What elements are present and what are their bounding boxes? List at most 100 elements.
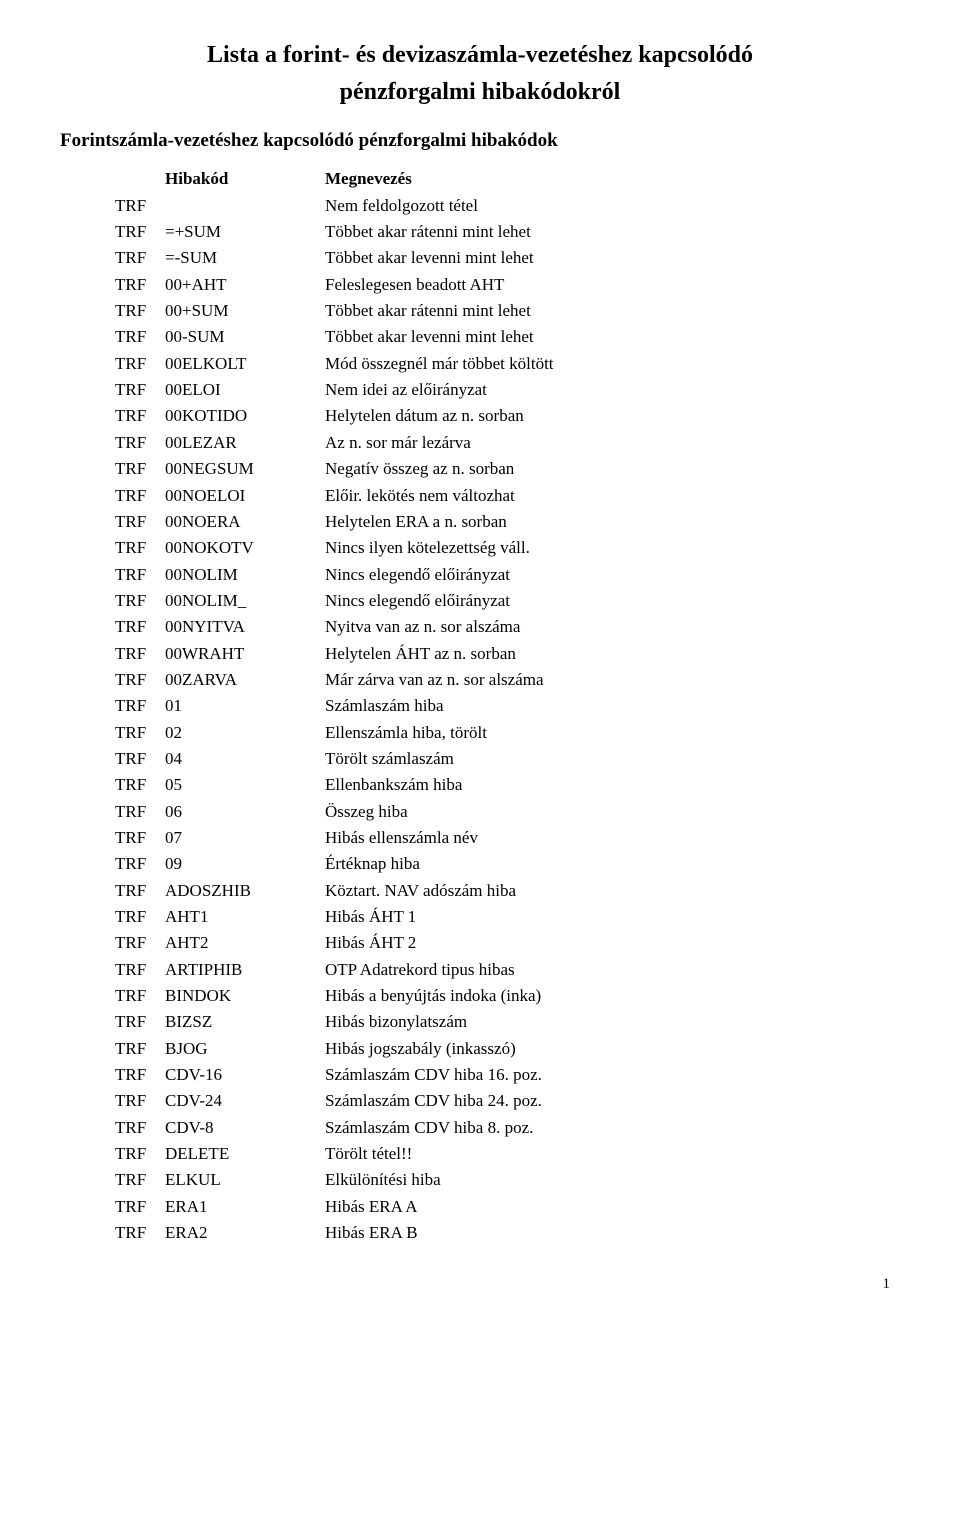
row-prefix: TRF [115,1062,165,1088]
row-code: ELKUL [165,1167,325,1193]
table-row: TRF09Értéknap hiba [115,851,900,877]
row-prefix: TRF [115,272,165,298]
table-row: TRF01Számlaszám hiba [115,693,900,719]
row-prefix: TRF [115,588,165,614]
table-row: TRFARTIPHIBOTP Adatrekord tipus hibas [115,957,900,983]
row-code: 00NEGSUM [165,456,325,482]
table-row: TRF00NYITVANyitva van az n. sor alszáma [115,614,900,640]
row-prefix: TRF [115,1036,165,1062]
row-name: Nem idei az előirányzat [325,377,900,403]
table-row: TRF00NOLIM_Nincs elegendő előirányzat [115,588,900,614]
row-name: Hibás ÁHT 2 [325,930,900,956]
row-name: Hibás jogszabály (inkasszó) [325,1036,900,1062]
row-name: Hibás bizonylatszám [325,1009,900,1035]
table-header-row: Hibakód Megnevezés [115,166,900,192]
row-prefix: TRF [115,509,165,535]
row-prefix: TRF [115,693,165,719]
row-name: Számlaszám CDV hiba 8. poz. [325,1115,900,1141]
row-prefix: TRF [115,219,165,245]
row-code: ERA1 [165,1194,325,1220]
row-code: 00WRAHT [165,641,325,667]
row-name: Hibás ERA A [325,1194,900,1220]
table-row: TRFAHT1Hibás ÁHT 1 [115,904,900,930]
table-row: TRFBIZSZHibás bizonylatszám [115,1009,900,1035]
table-row: TRF06Összeg hiba [115,799,900,825]
row-prefix: TRF [115,535,165,561]
row-name: Összeg hiba [325,799,900,825]
header-code: Hibakód [165,166,325,192]
table-row: TRFERA2Hibás ERA B [115,1220,900,1246]
row-code: 00NOLIM [165,562,325,588]
section-heading: Forintszámla-vezetéshez kapcsolódó pénzf… [60,130,900,152]
row-name: Számlaszám hiba [325,693,900,719]
row-prefix: TRF [115,377,165,403]
row-prefix: TRF [115,904,165,930]
row-name: Mód összegnél már többet költött [325,351,900,377]
table-row: TRF=-SUMTöbbet akar levenni mint lehet [115,245,900,271]
row-prefix: TRF [115,1220,165,1246]
row-code: =+SUM [165,219,325,245]
row-code: 07 [165,825,325,851]
row-code: 00NOELOI [165,483,325,509]
table-row: TRF00+SUMTöbbet akar rátenni mint lehet [115,298,900,324]
table-row: TRF00ZARVAMár zárva van az n. sor alszám… [115,667,900,693]
row-code: 05 [165,772,325,798]
row-name: Helytelen dátum az n. sorban [325,403,900,429]
table-row: TRF00WRAHTHelytelen ÁHT az n. sorban [115,641,900,667]
row-code [165,193,325,219]
row-code: ERA2 [165,1220,325,1246]
row-prefix: TRF [115,1009,165,1035]
table-row: TRF00NOERAHelytelen ERA a n. sorban [115,509,900,535]
row-prefix: TRF [115,930,165,956]
row-name: Az n. sor már lezárva [325,430,900,456]
row-code: BJOG [165,1036,325,1062]
row-name: Nincs elegendő előirányzat [325,588,900,614]
row-name: Helytelen ÁHT az n. sorban [325,641,900,667]
row-code: 02 [165,720,325,746]
row-name: Hibás ÁHT 1 [325,904,900,930]
row-name: Köztart. NAV adószám hiba [325,878,900,904]
table-row: TRFNem feldolgozott tétel [115,193,900,219]
row-name: Többet akar rátenni mint lehet [325,219,900,245]
row-name: Többet akar levenni mint lehet [325,245,900,271]
table-row: TRFADOSZHIBKöztart. NAV adószám hiba [115,878,900,904]
table-row: TRF00-SUMTöbbet akar levenni mint lehet [115,324,900,350]
row-code: BINDOK [165,983,325,1009]
row-code: DELETE [165,1141,325,1167]
row-prefix: TRF [115,1141,165,1167]
row-name: Helytelen ERA a n. sorban [325,509,900,535]
row-name: Törölt számlaszám [325,746,900,772]
table-row: TRF00ELKOLTMód összegnél már többet költ… [115,351,900,377]
row-name: Már zárva van az n. sor alszáma [325,667,900,693]
table-row: TRFCDV-24Számlaszám CDV hiba 24. poz. [115,1088,900,1114]
row-name: Ellenszámla hiba, törölt [325,720,900,746]
table-row: TRF07Hibás ellenszámla név [115,825,900,851]
row-prefix: TRF [115,878,165,904]
row-prefix: TRF [115,1194,165,1220]
row-name: Többet akar levenni mint lehet [325,324,900,350]
row-name: Hibás ellenszámla név [325,825,900,851]
table-row: TRF00NOKOTVNincs ilyen kötelezettség vál… [115,535,900,561]
document-title-line2: pénzforgalmi hibakódokról [60,77,900,108]
row-code: 00LEZAR [165,430,325,456]
row-prefix: TRF [115,641,165,667]
row-code: 09 [165,851,325,877]
row-name: Hibás a benyújtás indoka (inka) [325,983,900,1009]
table-row: TRFCDV-8Számlaszám CDV hiba 8. poz. [115,1115,900,1141]
error-code-table: Hibakód Megnevezés TRFNem feldolgozott t… [115,166,900,1246]
table-row: TRFCDV-16Számlaszám CDV hiba 16. poz. [115,1062,900,1088]
row-code: CDV-24 [165,1088,325,1114]
document-title-line1: Lista a forint- és devizaszámla-vezetésh… [60,40,900,71]
table-row: TRF00+AHTFeleslegesen beadott AHT [115,272,900,298]
row-code: 00+SUM [165,298,325,324]
row-prefix: TRF [115,825,165,851]
row-name: Nincs ilyen kötelezettség váll. [325,535,900,561]
row-code: 00KOTIDO [165,403,325,429]
row-name: Számlaszám CDV hiba 16. poz. [325,1062,900,1088]
row-prefix: TRF [115,1115,165,1141]
row-prefix: TRF [115,1167,165,1193]
row-prefix: TRF [115,720,165,746]
table-row: TRFELKULElkülönítési hiba [115,1167,900,1193]
row-code: AHT2 [165,930,325,956]
row-name: Törölt tétel!! [325,1141,900,1167]
